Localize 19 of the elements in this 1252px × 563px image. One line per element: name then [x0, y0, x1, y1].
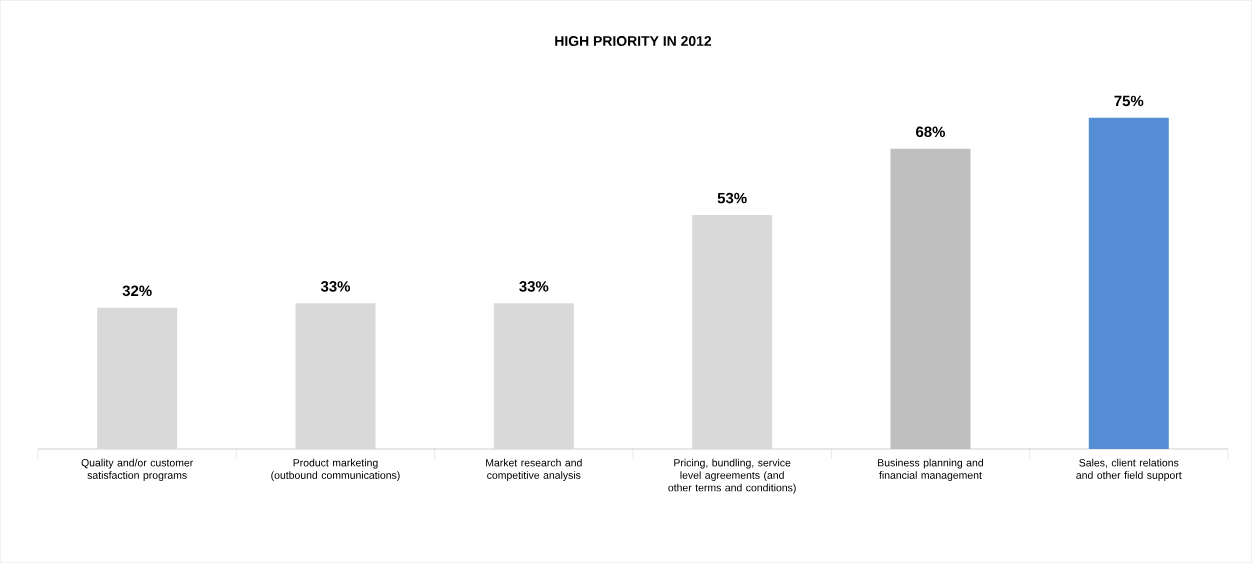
bar [1088, 117, 1169, 449]
x-tick-label: Sales, client relations and other field support [1076, 458, 1182, 481]
bar [890, 148, 971, 449]
x-tick-label: Market research and competitive analysis [486, 458, 582, 481]
data-label: 33% [519, 281, 549, 292]
data-label: 75% [1114, 95, 1144, 107]
x-tick-label: Pricing, bundling, service level agreements (and other terms and conditions) [668, 458, 796, 494]
x-tick-label: Product marketing (outbound communications) [271, 458, 400, 481]
data-label: 68% [916, 126, 946, 138]
x-tick-label: Business planning and financial management [878, 458, 983, 481]
bar [295, 303, 376, 449]
data-label: 32% [122, 285, 152, 297]
bar [692, 214, 773, 449]
bar [97, 307, 178, 449]
chart-title: HIGH PRIORITY IN 2012 [555, 36, 712, 46]
x-tick-label: Quality and/or customer satisfaction programs [81, 458, 194, 481]
data-label: 53% [717, 192, 747, 204]
bar [493, 303, 574, 449]
data-label: 33% [320, 281, 351, 292]
